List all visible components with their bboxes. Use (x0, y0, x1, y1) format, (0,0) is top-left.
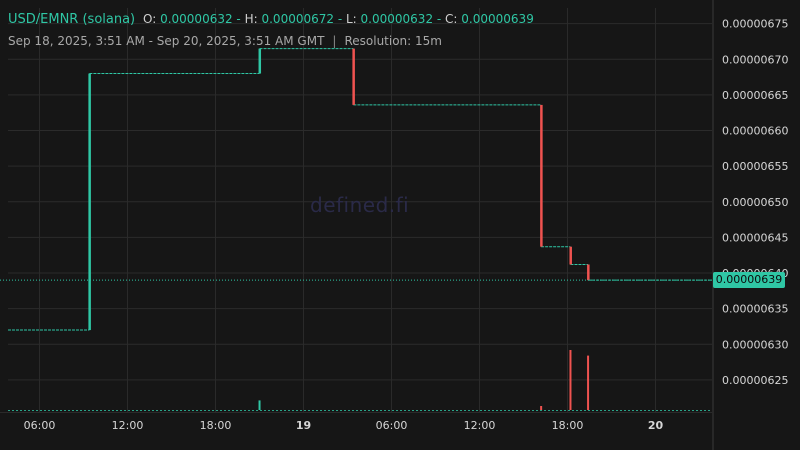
y-tick-label: 0.00000625 (722, 374, 788, 387)
header-line-1: USD/EMNR (solana) O: 0.00000632 - H: 0.0… (8, 9, 534, 30)
x-tick-label: 18:00 (552, 419, 584, 432)
ohlc-values: O: 0.00000632 - H: 0.00000672 - L: 0.000… (142, 12, 534, 26)
y-tick-label: 0.00000635 (722, 303, 788, 316)
x-tick-label: 12:00 (112, 419, 144, 432)
low-label: L: (345, 12, 357, 26)
x-tick-label: 12:00 (464, 419, 496, 432)
x-tick-label: 06:00 (24, 419, 56, 432)
x-tick-label: 20 (648, 419, 664, 432)
close-label: C: (445, 12, 458, 26)
volume-bar (258, 400, 261, 410)
open-label: O: (142, 12, 157, 26)
header-separator: | (332, 34, 337, 48)
y-tick-label: 0.00000675 (722, 18, 788, 31)
y-tick-label: 0.00000630 (722, 338, 788, 351)
x-tick-label: 06:00 (376, 419, 408, 432)
resolution-label: Resolution: 15m (344, 34, 442, 48)
header-line-2: Sep 18, 2025, 3:51 AM - Sep 20, 2025, 3:… (8, 31, 534, 51)
current-price-tag: 0.00000639 (713, 272, 785, 289)
x-tick-label: 19 (296, 419, 311, 432)
y-tick-label: 0.00000665 (722, 89, 788, 102)
pair-name: USD/EMNR (solana) (8, 12, 136, 27)
price-candle (88, 73, 91, 331)
chart-header: USD/EMNR (solana) O: 0.00000632 - H: 0.0… (8, 9, 534, 51)
y-tick-label: 0.00000655 (722, 160, 788, 173)
price-candle (569, 246, 572, 265)
open-value: 0.00000632 (160, 12, 233, 26)
high-label: H: (244, 12, 258, 26)
y-tick-label: 0.00000650 (722, 196, 788, 209)
close-value: 0.00000639 (461, 12, 534, 26)
y-tick-label: 0.00000660 (722, 125, 788, 138)
y-tick-label: 0.00000645 (722, 231, 788, 244)
price-candle (540, 104, 543, 247)
low-value: 0.00000632 (360, 12, 434, 26)
price-candle (258, 48, 262, 74)
volume-bar (569, 350, 572, 410)
x-tick-label: 18:00 (200, 419, 232, 432)
volume-bar (540, 406, 543, 410)
price-candle (587, 264, 590, 281)
y-tick-label: 0.00000670 (722, 53, 788, 66)
volume-bar (587, 355, 590, 410)
date-range: Sep 18, 2025, 3:51 AM - Sep 20, 2025, 3:… (8, 34, 325, 48)
high-value: 0.00000672 (261, 12, 335, 26)
price-candle (352, 48, 355, 105)
watermark: defined.fi (310, 193, 410, 217)
